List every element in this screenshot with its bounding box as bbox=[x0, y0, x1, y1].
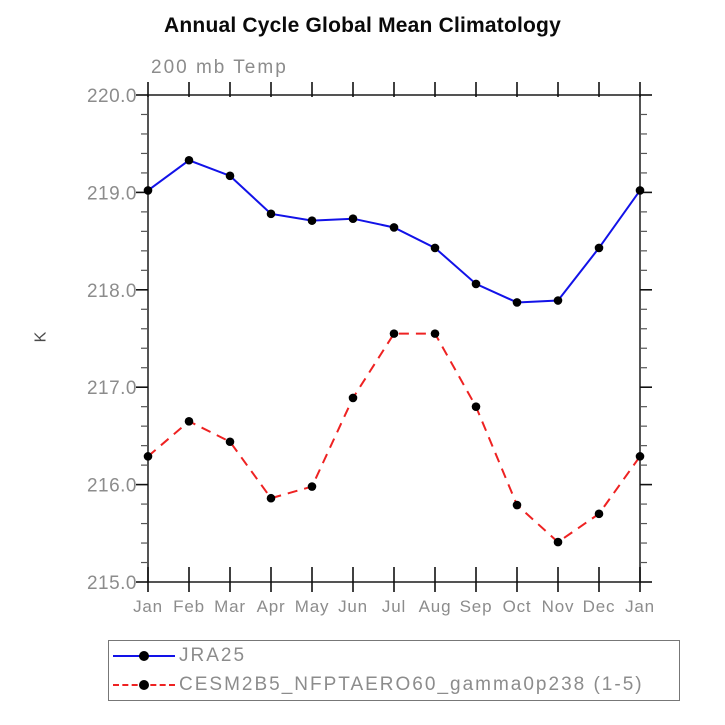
legend-label: CESM2B5_NFPTAERO60_gamma0p238 (1-5) bbox=[179, 673, 644, 695]
x-tick-label: Jan bbox=[133, 597, 163, 616]
y-tick-label: 216.0 bbox=[87, 476, 137, 497]
legend-box: JRA25 CESM2B5_NFPTAERO60_gamma0p238 (1-5… bbox=[108, 640, 680, 701]
chart-title: Annual Cycle Global Mean Climatology bbox=[164, 14, 561, 37]
legend-swatch-blue-solid bbox=[113, 651, 175, 662]
y-axis-major-ticks: 220.0 219.0 218.0 217.0 216.0 215.0 bbox=[87, 86, 652, 594]
y-tick-label: 215.0 bbox=[87, 573, 137, 594]
x-tick-label: Apr bbox=[257, 597, 286, 616]
x-tick-label: Oct bbox=[503, 597, 532, 616]
x-tick-label: May bbox=[295, 597, 330, 616]
x-tick-label: Feb bbox=[173, 597, 205, 616]
y-tick-label: 218.0 bbox=[87, 281, 137, 302]
plot-frame bbox=[147, 94, 641, 583]
x-tick-label: Jul bbox=[382, 597, 406, 616]
legend-item-cesm: CESM2B5_NFPTAERO60_gamma0p238 (1-5) bbox=[109, 671, 679, 699]
x-tick-label: Sep bbox=[460, 597, 493, 616]
y-tick-label: 220.0 bbox=[87, 86, 137, 107]
y-axis-minor-ticks bbox=[141, 113, 647, 564]
legend-label: JRA25 bbox=[179, 645, 247, 667]
legend-marker-dot bbox=[139, 651, 149, 662]
legend-marker-dot bbox=[139, 679, 149, 690]
chart-subtitle: 200 mb Temp bbox=[151, 57, 288, 78]
x-tick-label: Aug bbox=[419, 597, 452, 616]
x-tick-label: Dec bbox=[583, 597, 616, 616]
x-tick-label: Nov bbox=[542, 597, 575, 616]
y-tick-label: 217.0 bbox=[87, 378, 137, 399]
y-tick-label: 219.0 bbox=[87, 183, 137, 204]
x-axis-ticks: Jan Feb Mar Apr May Jun Jul Aug Sep Oct Nov Dec Jan bbox=[133, 82, 655, 616]
series-markers-0 bbox=[143, 155, 645, 307]
x-tick-label: Mar bbox=[214, 597, 246, 616]
x-tick-label: Jun bbox=[338, 597, 368, 616]
series-line-1 bbox=[147, 332, 641, 544]
legend-swatch-red-dashed bbox=[113, 679, 175, 690]
series-markers-1 bbox=[143, 329, 645, 547]
x-tick-label: Jan bbox=[625, 597, 655, 616]
legend-item-jra25: JRA25 bbox=[109, 642, 679, 670]
